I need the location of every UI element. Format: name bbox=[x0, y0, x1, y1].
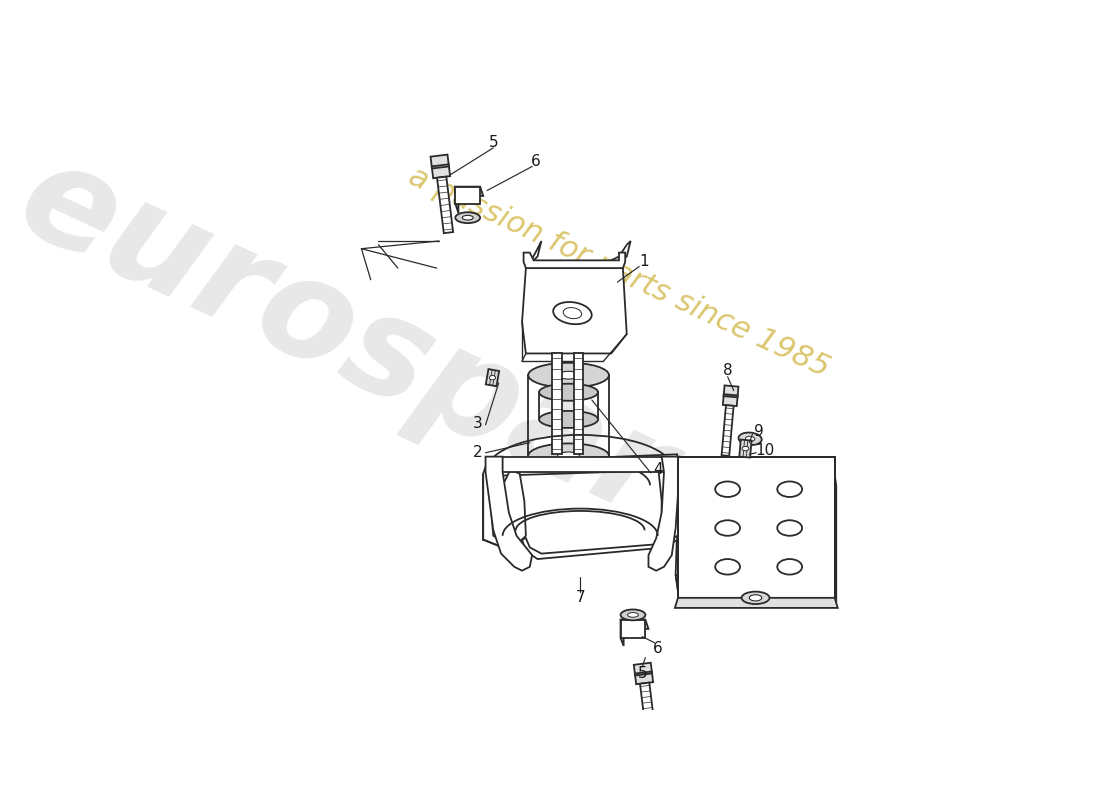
Text: 10: 10 bbox=[756, 443, 774, 458]
Polygon shape bbox=[675, 598, 838, 608]
Ellipse shape bbox=[715, 482, 740, 497]
Polygon shape bbox=[675, 574, 689, 608]
Text: 7: 7 bbox=[575, 590, 585, 606]
Polygon shape bbox=[722, 405, 734, 456]
Polygon shape bbox=[612, 241, 630, 268]
Polygon shape bbox=[620, 619, 646, 638]
Ellipse shape bbox=[528, 443, 609, 468]
Polygon shape bbox=[486, 369, 499, 386]
Polygon shape bbox=[487, 454, 678, 476]
Ellipse shape bbox=[779, 548, 801, 562]
Text: 5: 5 bbox=[488, 135, 498, 150]
Ellipse shape bbox=[528, 362, 609, 387]
Polygon shape bbox=[437, 177, 453, 233]
Polygon shape bbox=[649, 457, 680, 570]
Text: eurospares: eurospares bbox=[0, 130, 851, 623]
Text: 6: 6 bbox=[653, 641, 662, 656]
Ellipse shape bbox=[778, 520, 802, 536]
Ellipse shape bbox=[715, 520, 740, 536]
Polygon shape bbox=[431, 164, 449, 169]
Ellipse shape bbox=[779, 579, 801, 593]
Text: 6: 6 bbox=[531, 154, 541, 169]
Polygon shape bbox=[552, 354, 562, 454]
Text: 2: 2 bbox=[473, 446, 483, 460]
Polygon shape bbox=[522, 268, 627, 354]
Ellipse shape bbox=[749, 594, 761, 601]
Ellipse shape bbox=[620, 610, 646, 620]
Polygon shape bbox=[526, 241, 541, 268]
Ellipse shape bbox=[710, 514, 730, 527]
Polygon shape bbox=[635, 671, 652, 675]
Text: 3: 3 bbox=[473, 416, 483, 430]
Text: 1: 1 bbox=[640, 254, 649, 270]
Polygon shape bbox=[455, 186, 480, 204]
Polygon shape bbox=[658, 458, 681, 540]
Polygon shape bbox=[485, 457, 532, 570]
Ellipse shape bbox=[710, 579, 730, 593]
Polygon shape bbox=[675, 458, 836, 602]
Polygon shape bbox=[430, 154, 450, 178]
Ellipse shape bbox=[710, 478, 730, 492]
Ellipse shape bbox=[710, 548, 730, 562]
Ellipse shape bbox=[746, 436, 755, 442]
Ellipse shape bbox=[553, 302, 592, 324]
Polygon shape bbox=[678, 457, 835, 598]
Polygon shape bbox=[666, 458, 681, 540]
Ellipse shape bbox=[462, 215, 473, 220]
Ellipse shape bbox=[778, 559, 802, 574]
Polygon shape bbox=[491, 470, 526, 547]
Ellipse shape bbox=[742, 446, 749, 450]
Polygon shape bbox=[620, 619, 649, 629]
Ellipse shape bbox=[490, 375, 496, 380]
Ellipse shape bbox=[741, 592, 770, 604]
Polygon shape bbox=[483, 462, 522, 547]
Text: 5: 5 bbox=[638, 666, 647, 681]
Polygon shape bbox=[522, 536, 678, 559]
Ellipse shape bbox=[558, 371, 580, 379]
Polygon shape bbox=[723, 386, 738, 406]
Ellipse shape bbox=[778, 482, 802, 497]
Polygon shape bbox=[620, 619, 624, 646]
Ellipse shape bbox=[779, 514, 801, 527]
Polygon shape bbox=[640, 682, 656, 734]
Ellipse shape bbox=[539, 411, 598, 428]
Polygon shape bbox=[724, 394, 738, 398]
Polygon shape bbox=[739, 439, 751, 458]
Ellipse shape bbox=[558, 452, 580, 460]
Text: 8: 8 bbox=[723, 363, 733, 378]
Polygon shape bbox=[455, 186, 459, 213]
Ellipse shape bbox=[627, 613, 638, 618]
Ellipse shape bbox=[539, 384, 598, 401]
Text: 9: 9 bbox=[754, 423, 763, 438]
Ellipse shape bbox=[738, 433, 761, 445]
Polygon shape bbox=[634, 662, 653, 684]
Polygon shape bbox=[524, 253, 625, 268]
Ellipse shape bbox=[715, 559, 740, 574]
Polygon shape bbox=[574, 354, 583, 454]
Ellipse shape bbox=[455, 212, 480, 223]
Polygon shape bbox=[485, 457, 680, 472]
Text: 4: 4 bbox=[653, 462, 662, 478]
Ellipse shape bbox=[563, 307, 582, 318]
Polygon shape bbox=[455, 186, 483, 196]
Ellipse shape bbox=[779, 478, 801, 492]
Text: a passion for parts since 1985: a passion for parts since 1985 bbox=[404, 162, 834, 382]
